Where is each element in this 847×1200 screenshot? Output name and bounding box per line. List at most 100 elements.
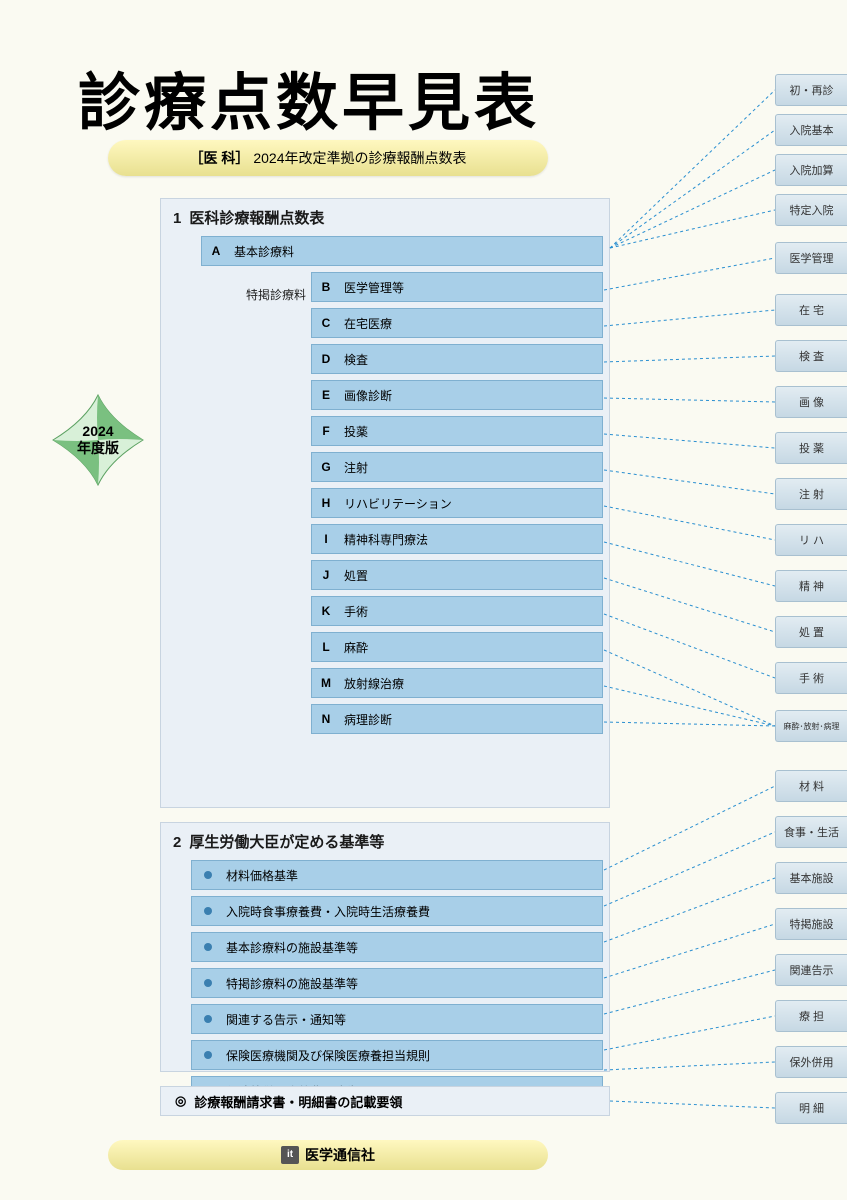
section-3-circ: ◎ <box>175 1093 186 1109</box>
row-h: Hリハビリテーション <box>311 488 603 518</box>
row-label: 手術 <box>340 603 368 620</box>
index-tab-19[interactable]: 関連告示 <box>775 954 847 986</box>
sec2-row-3: 特掲診療料の施設基準等 <box>191 968 603 998</box>
index-tab-9[interactable]: 注 射 <box>775 478 847 510</box>
bullet-icon <box>204 1051 212 1059</box>
index-tab-8[interactable]: 投 薬 <box>775 432 847 464</box>
row-label: 画像診断 <box>340 387 392 404</box>
year-badge: 2024年度版 <box>48 390 148 490</box>
row-label: 放射線治療 <box>340 675 404 692</box>
index-tab-2[interactable]: 入院加算 <box>775 154 847 186</box>
bullet-icon <box>204 871 212 879</box>
row-label: 注射 <box>340 459 368 476</box>
row-label: 医学管理等 <box>340 279 404 296</box>
index-tab-7[interactable]: 画 像 <box>775 386 847 418</box>
row-key: C <box>312 316 340 330</box>
index-tab-5[interactable]: 在 宅 <box>775 294 847 326</box>
sec2-row-2: 基本診療料の施設基準等 <box>191 932 603 962</box>
row-key: A <box>202 244 230 258</box>
sec2-row-1: 入院時食事療養費・入院時生活療養費 <box>191 896 603 926</box>
index-tab-11[interactable]: 精 神 <box>775 570 847 602</box>
index-tab-6[interactable]: 検 査 <box>775 340 847 372</box>
row-g: G注射 <box>311 452 603 482</box>
row-key: K <box>312 604 340 618</box>
sec2-row-0: 材料価格基準 <box>191 860 603 890</box>
row-label: 基本診療料 <box>230 243 294 260</box>
bullet-icon <box>204 979 212 987</box>
row-label: 精神科専門療法 <box>340 531 428 548</box>
row-f: F投薬 <box>311 416 603 446</box>
row-label: 入院時食事療養費・入院時生活療養費 <box>222 903 430 920</box>
index-tab-13[interactable]: 手 術 <box>775 662 847 694</box>
row-label: 基本診療料の施設基準等 <box>222 939 358 956</box>
sec2-row-4: 関連する告示・通知等 <box>191 1004 603 1034</box>
row-label: 検査 <box>340 351 368 368</box>
section-1-num: 1 <box>173 210 181 227</box>
row-b: B医学管理等 <box>311 272 603 302</box>
subtitle-bar: ［医 科］ 2024年改定準拠の診療報酬点数表 <box>108 140 548 176</box>
side-label-tokkei: 特掲診療料 <box>206 286 306 303</box>
section-3-title-text: 診療報酬請求書・明細書の記載要領 <box>194 1092 402 1111</box>
row-j: J処置 <box>311 560 603 590</box>
row-l: L麻酔 <box>311 632 603 662</box>
section-2-title-text: 厚生労働大臣が定める基準等 <box>189 834 384 851</box>
row-key: H <box>312 496 340 510</box>
row-label: 特掲診療料の施設基準等 <box>222 975 358 992</box>
row-e: E画像診断 <box>311 380 603 410</box>
index-tab-22[interactable]: 明 細 <box>775 1092 847 1124</box>
row-label: 関連する告示・通知等 <box>222 1011 346 1028</box>
section-1-title: 1 医科診療報酬点数表 <box>161 199 609 236</box>
publisher-logo: it <box>281 1146 299 1164</box>
main-title: 診療点数早見表 <box>78 52 540 142</box>
subtitle-text: 2024年改定準拠の診療報酬点数表 <box>253 148 466 168</box>
section-2-title: 2 厚生労働大臣が定める基準等 <box>161 823 609 860</box>
index-tab-1[interactable]: 入院基本 <box>775 114 847 146</box>
year-line1: 2024 <box>82 423 113 439</box>
row-key: J <box>312 568 340 582</box>
index-tab-10[interactable]: リ ハ <box>775 524 847 556</box>
row-key: E <box>312 388 340 402</box>
index-tab-20[interactable]: 療 担 <box>775 1000 847 1032</box>
index-tab-15[interactable]: 材 料 <box>775 770 847 802</box>
section-3-title: ◎ 診療報酬請求書・明細書の記載要領 <box>161 1087 609 1115</box>
row-key: L <box>312 640 340 654</box>
index-tab-21[interactable]: 保外併用 <box>775 1046 847 1078</box>
index-tab-18[interactable]: 特掲施設 <box>775 908 847 940</box>
row-label: リハビリテーション <box>340 495 452 512</box>
row-label: 材料価格基準 <box>222 867 298 884</box>
row-m: M放射線治療 <box>311 668 603 698</box>
row-n: N病理診断 <box>311 704 603 734</box>
section-2-num: 2 <box>173 834 181 851</box>
year-line2: 年度版 <box>77 440 119 456</box>
footer-bar: it 医学通信社 <box>108 1140 548 1170</box>
index-tab-3[interactable]: 特定入院 <box>775 194 847 226</box>
row-key: G <box>312 460 340 474</box>
index-tab-4[interactable]: 医学管理 <box>775 242 847 274</box>
index-tab-17[interactable]: 基本施設 <box>775 862 847 894</box>
row-label: 在宅医療 <box>340 315 392 332</box>
section-3-panel: ◎ 診療報酬請求書・明細書の記載要領 <box>160 1086 610 1116</box>
row-label: 病理診断 <box>340 711 392 728</box>
index-tab-0[interactable]: 初・再診 <box>775 74 847 106</box>
sec2-row-5: 保険医療機関及び保険医療養担当規則 <box>191 1040 603 1070</box>
row-key: I <box>312 532 340 546</box>
row-i: I精神科専門療法 <box>311 524 603 554</box>
row-d: D検査 <box>311 344 603 374</box>
row-key: B <box>312 280 340 294</box>
row-label: 保険医療機関及び保険医療養担当規則 <box>222 1047 430 1064</box>
row-label: 処置 <box>340 567 368 584</box>
row-label: 麻酔 <box>340 639 368 656</box>
index-tab-16[interactable]: 食事・生活 <box>775 816 847 848</box>
index-tab-12[interactable]: 処 置 <box>775 616 847 648</box>
publisher-name: 医学通信社 <box>305 1145 375 1165</box>
row-label: 投薬 <box>340 423 368 440</box>
row-c: C在宅医療 <box>311 308 603 338</box>
bullet-icon <box>204 907 212 915</box>
row-key: D <box>312 352 340 366</box>
index-tab-14[interactable]: 麻酔･放射･病理 <box>775 710 847 742</box>
row-a: A基本診療料 <box>201 236 603 266</box>
subtitle-bracket: ［医 科］ <box>189 148 249 168</box>
row-k: K手術 <box>311 596 603 626</box>
row-key: M <box>312 676 340 690</box>
section-1-title-text: 医科診療報酬点数表 <box>189 210 324 227</box>
